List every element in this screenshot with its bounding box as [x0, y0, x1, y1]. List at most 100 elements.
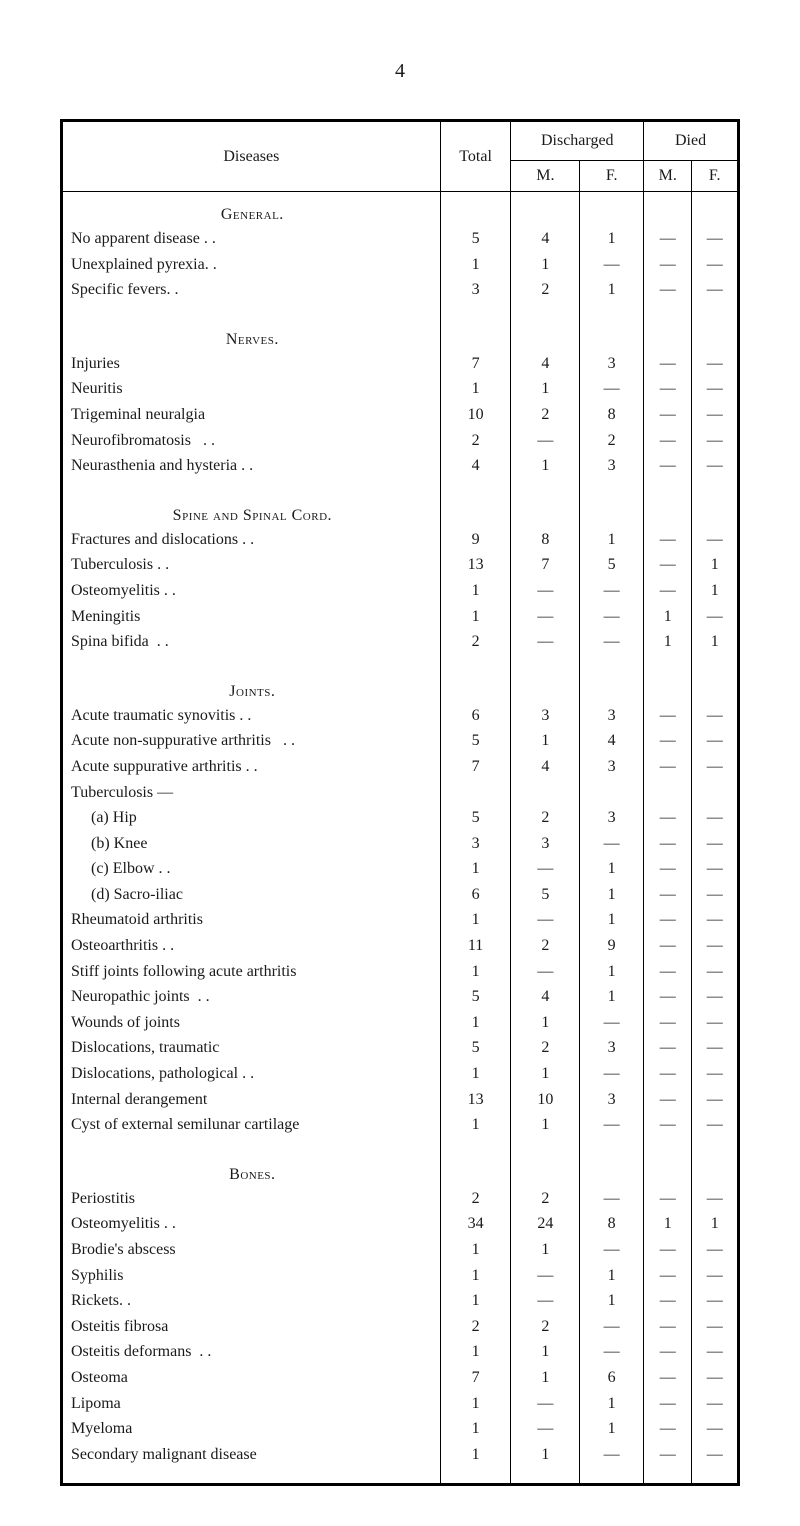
total-cell: 5: [440, 984, 511, 1010]
discharged-m-cell: 1: [511, 252, 580, 278]
empty-cell: [580, 1152, 644, 1186]
total-cell: 1: [440, 604, 511, 630]
died-f-cell: 1: [692, 629, 739, 655]
died-f-cell: —: [692, 703, 739, 729]
disease-label: Rickets. .: [62, 1288, 441, 1314]
spacer-cell: [440, 303, 511, 317]
died-f-cell: —: [692, 1061, 739, 1087]
total-cell: 1: [440, 1263, 511, 1289]
discharged-f-cell: 1: [580, 226, 644, 252]
spacer-cell: [440, 655, 511, 669]
died-m-cell: —: [644, 552, 692, 578]
total-cell: 7: [440, 754, 511, 780]
discharged-m-cell: —: [511, 578, 580, 604]
empty-cell: [580, 317, 644, 351]
disease-label: Wounds of joints: [62, 1010, 441, 1036]
table-row: Acute traumatic synovitis . .633——: [62, 703, 739, 729]
disease-label: Neuritis: [62, 376, 441, 402]
died-m-cell: —: [644, 1061, 692, 1087]
empty-cell: [511, 317, 580, 351]
died-m-cell: —: [644, 805, 692, 831]
discharged-m-cell: 2: [511, 402, 580, 428]
empty-cell: [692, 669, 739, 703]
died-m-cell: —: [644, 856, 692, 882]
section-title: General.: [62, 192, 441, 227]
died-m-cell: —: [644, 1010, 692, 1036]
died-m-cell: —: [644, 1237, 692, 1263]
table-row: Acute non-suppurative arthritis . .514——: [62, 728, 739, 754]
table-row: Syphilis1—1——: [62, 1263, 739, 1289]
empty-cell: [692, 192, 739, 227]
disease-label: Tuberculosis —: [62, 780, 441, 806]
disease-label: No apparent disease . .: [62, 226, 441, 252]
table-header: Diseases Total Discharged Died M. F. M. …: [62, 121, 739, 192]
discharged-m-cell: 1: [511, 728, 580, 754]
died-f-cell: —: [692, 252, 739, 278]
disease-label: (c) Elbow . .: [62, 856, 441, 882]
discharged-m-cell: 4: [511, 226, 580, 252]
died-m-cell: —: [644, 1391, 692, 1417]
discharged-f-cell: 3: [580, 805, 644, 831]
discharged-m-cell: 8: [511, 527, 580, 553]
table-row: (b) Knee33———: [62, 831, 739, 857]
total-cell: 13: [440, 1087, 511, 1113]
died-m-cell: —: [644, 402, 692, 428]
disease-label: (b) Knee: [62, 831, 441, 857]
table-row: Neurasthenia and hysteria . .413——: [62, 453, 739, 479]
col-diseases-header: Diseases: [62, 121, 441, 192]
died-f-cell: 1: [692, 552, 739, 578]
spacer-cell: [580, 1138, 644, 1152]
table-row: Rickets. .1—1——: [62, 1288, 739, 1314]
died-f-cell: —: [692, 1035, 739, 1061]
discharged-m-cell: 1: [511, 1339, 580, 1365]
spacer-cell: [440, 1138, 511, 1152]
died-f-cell: —: [692, 428, 739, 454]
died-f-cell: —: [692, 1010, 739, 1036]
table-row: Osteoarthritis . .1129——: [62, 933, 739, 959]
spacer-row: [62, 655, 739, 669]
disease-label: Osteomyelitis . .: [62, 1211, 441, 1237]
discharged-m-cell: 2: [511, 1035, 580, 1061]
died-f-cell: —: [692, 754, 739, 780]
disease-label: (a) Hip: [62, 805, 441, 831]
died-f-cell: —: [692, 376, 739, 402]
disease-label: Stiff joints following acute arthritis: [62, 959, 441, 985]
died-f-cell: 1: [692, 1211, 739, 1237]
total-cell: 1: [440, 1416, 511, 1442]
discharged-m-cell: 4: [511, 351, 580, 377]
total-cell: 5: [440, 226, 511, 252]
total-cell: [440, 780, 511, 806]
discharged-m-cell: —: [511, 907, 580, 933]
disease-label: Brodie's abscess: [62, 1237, 441, 1263]
died-f-cell: —: [692, 1365, 739, 1391]
disease-label: Osteitis deformans . .: [62, 1339, 441, 1365]
total-cell: 2: [440, 1314, 511, 1340]
died-m-cell: 1: [644, 604, 692, 630]
empty-cell: [692, 317, 739, 351]
died-m-cell: —: [644, 1112, 692, 1138]
died-m-cell: —: [644, 1314, 692, 1340]
disease-label: Neurofibromatosis . .: [62, 428, 441, 454]
died-m-cell: —: [644, 453, 692, 479]
spacer-cell: [692, 303, 739, 317]
table-row: Brodie's abscess11———: [62, 1237, 739, 1263]
empty-cell: [580, 669, 644, 703]
table-row: (a) Hip523——: [62, 805, 739, 831]
spacer-cell: [62, 655, 441, 669]
died-f-cell: —: [692, 351, 739, 377]
spacer-cell: [62, 303, 441, 317]
discharged-m-cell: —: [511, 629, 580, 655]
discharged-m-cell: —: [511, 1391, 580, 1417]
discharged-m-cell: —: [511, 428, 580, 454]
spacer-cell: [692, 479, 739, 493]
empty-cell: [580, 493, 644, 527]
total-cell: 1: [440, 376, 511, 402]
discharged-f-cell: [580, 780, 644, 806]
col-discharged-header: Discharged: [511, 121, 644, 161]
died-f-cell: —: [692, 959, 739, 985]
disease-label: Neuropathic joints . .: [62, 984, 441, 1010]
total-cell: 10: [440, 402, 511, 428]
discharged-f-cell: 8: [580, 1211, 644, 1237]
died-f-cell: —: [692, 882, 739, 908]
discharged-f-cell: —: [580, 1237, 644, 1263]
